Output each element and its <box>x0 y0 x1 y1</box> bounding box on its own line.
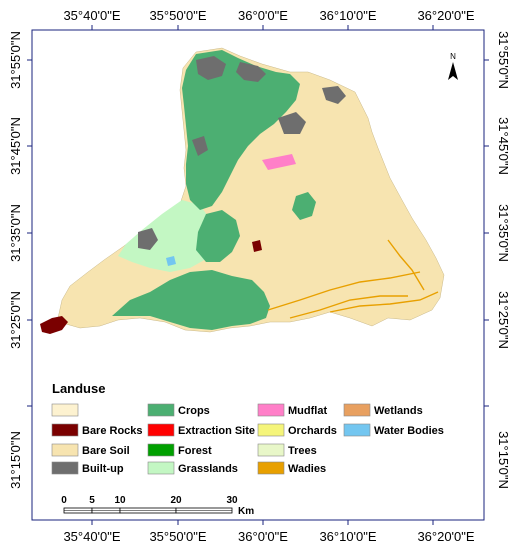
legend-label: Orchards <box>288 425 337 437</box>
right-tick-label: 31°15'0"N <box>496 431 511 489</box>
legend-label: Bare Soil <box>82 445 130 457</box>
region-mudflat <box>262 154 296 170</box>
bottom-tick-label: 36°10'0"E <box>319 529 376 544</box>
scale-label: 30 <box>226 495 238 506</box>
region-grasslands <box>118 200 218 272</box>
legend-label: Mudflat <box>288 405 327 417</box>
legend-label: Bare Rocks <box>82 425 143 437</box>
legend-swatch <box>257 443 285 457</box>
region-wadies <box>267 239 439 319</box>
legend-label: Wadies <box>288 463 326 475</box>
legend-swatch <box>343 423 371 437</box>
bottom-coordinate-labels: 35°40'0"E 35°50'0"E 36°0'0"E 36°10'0"E 3… <box>63 529 474 544</box>
legend-label: Grasslands <box>178 463 238 475</box>
right-tick-label: 31°35'0"N <box>496 204 511 262</box>
north-arrow-icon <box>448 62 458 80</box>
left-tick-label: 31°45'0"N <box>8 117 23 175</box>
region-crops-north <box>182 50 300 210</box>
bottom-tick-label: 36°0'0"E <box>238 529 288 544</box>
legend-label: Wetlands <box>374 405 423 417</box>
top-coordinate-labels: 35°40'0"E 35°50'0"E 36°0'0"E 36°10'0"E 3… <box>63 8 474 23</box>
legend-swatch <box>257 423 285 437</box>
legend-label: Extraction Site <box>178 425 255 437</box>
right-tick-label: 31°55'0"N <box>496 31 511 89</box>
left-tick-label: 31°25'0"N <box>8 291 23 349</box>
top-tick-label: 36°10'0"E <box>319 8 376 23</box>
left-tick-label: 31°15'0"N <box>8 431 23 489</box>
scale-label: 5 <box>89 495 95 506</box>
top-tick-label: 35°50'0"E <box>149 8 206 23</box>
legend-swatch <box>51 443 79 457</box>
region-bare-rocks <box>252 240 262 252</box>
legend-swatch <box>147 423 175 437</box>
region-built-up <box>278 112 306 134</box>
bottom-tick-label: 36°20'0"E <box>417 529 474 544</box>
region-built-up <box>196 56 226 80</box>
region-built-up <box>322 86 346 104</box>
frame-ticks <box>27 25 489 525</box>
bottom-tick-label: 35°40'0"E <box>63 529 120 544</box>
legend-label: Water Bodies <box>374 425 444 437</box>
region-crops-central <box>196 210 240 262</box>
scale-label: 0 <box>61 495 67 506</box>
left-tick-label: 31°35'0"N <box>8 204 23 262</box>
scale-unit: Km <box>238 506 254 517</box>
region-crops-patch <box>292 192 316 220</box>
legend-swatch <box>343 403 371 417</box>
top-tick-label: 35°40'0"E <box>63 8 120 23</box>
region-built-up <box>138 228 158 250</box>
legend-label: Trees <box>288 445 317 457</box>
legend-title: Landuse <box>52 381 105 396</box>
region-water-body <box>166 256 176 266</box>
left-tick-label: 31°55'0"N <box>8 31 23 89</box>
legend-swatch <box>147 443 175 457</box>
top-tick-label: 36°20'0"E <box>417 8 474 23</box>
region-built-up <box>192 136 208 156</box>
legend-swatch <box>147 461 175 475</box>
legend-swatch <box>51 403 79 417</box>
legend-label: Crops <box>178 405 210 417</box>
scale-label: 20 <box>170 495 182 506</box>
scale-bar: 0 5 10 20 30 Km <box>61 495 254 517</box>
region-crops-south <box>112 270 270 330</box>
right-tick-label: 31°45'0"N <box>496 117 511 175</box>
landuse-region <box>40 47 445 334</box>
left-coordinate-labels: 31°55'0"N 31°45'0"N 31°35'0"N 31°25'0"N … <box>8 31 23 489</box>
legend-swatch <box>51 461 79 475</box>
bottom-tick-label: 35°50'0"E <box>149 529 206 544</box>
legend-swatch <box>147 403 175 417</box>
legend: Landuse Bare Rocks Bare Soil Built-up Crops… <box>51 381 444 475</box>
region-built-up <box>236 62 266 82</box>
legend-label: Forest <box>178 445 212 457</box>
legend-swatch <box>257 461 285 475</box>
top-tick-label: 36°0'0"E <box>238 8 288 23</box>
legend-label: Built-up <box>82 463 124 475</box>
right-tick-label: 31°25'0"N <box>496 291 511 349</box>
region-bare-rocks <box>40 316 68 334</box>
legend-swatch <box>257 403 285 417</box>
north-arrow: N <box>448 52 458 80</box>
right-coordinate-labels: 31°55'0"N 31°45'0"N 31°35'0"N 31°25'0"N … <box>496 31 511 489</box>
legend-swatch <box>51 423 79 437</box>
north-label: N <box>450 52 456 61</box>
scale-label: 10 <box>114 495 126 506</box>
